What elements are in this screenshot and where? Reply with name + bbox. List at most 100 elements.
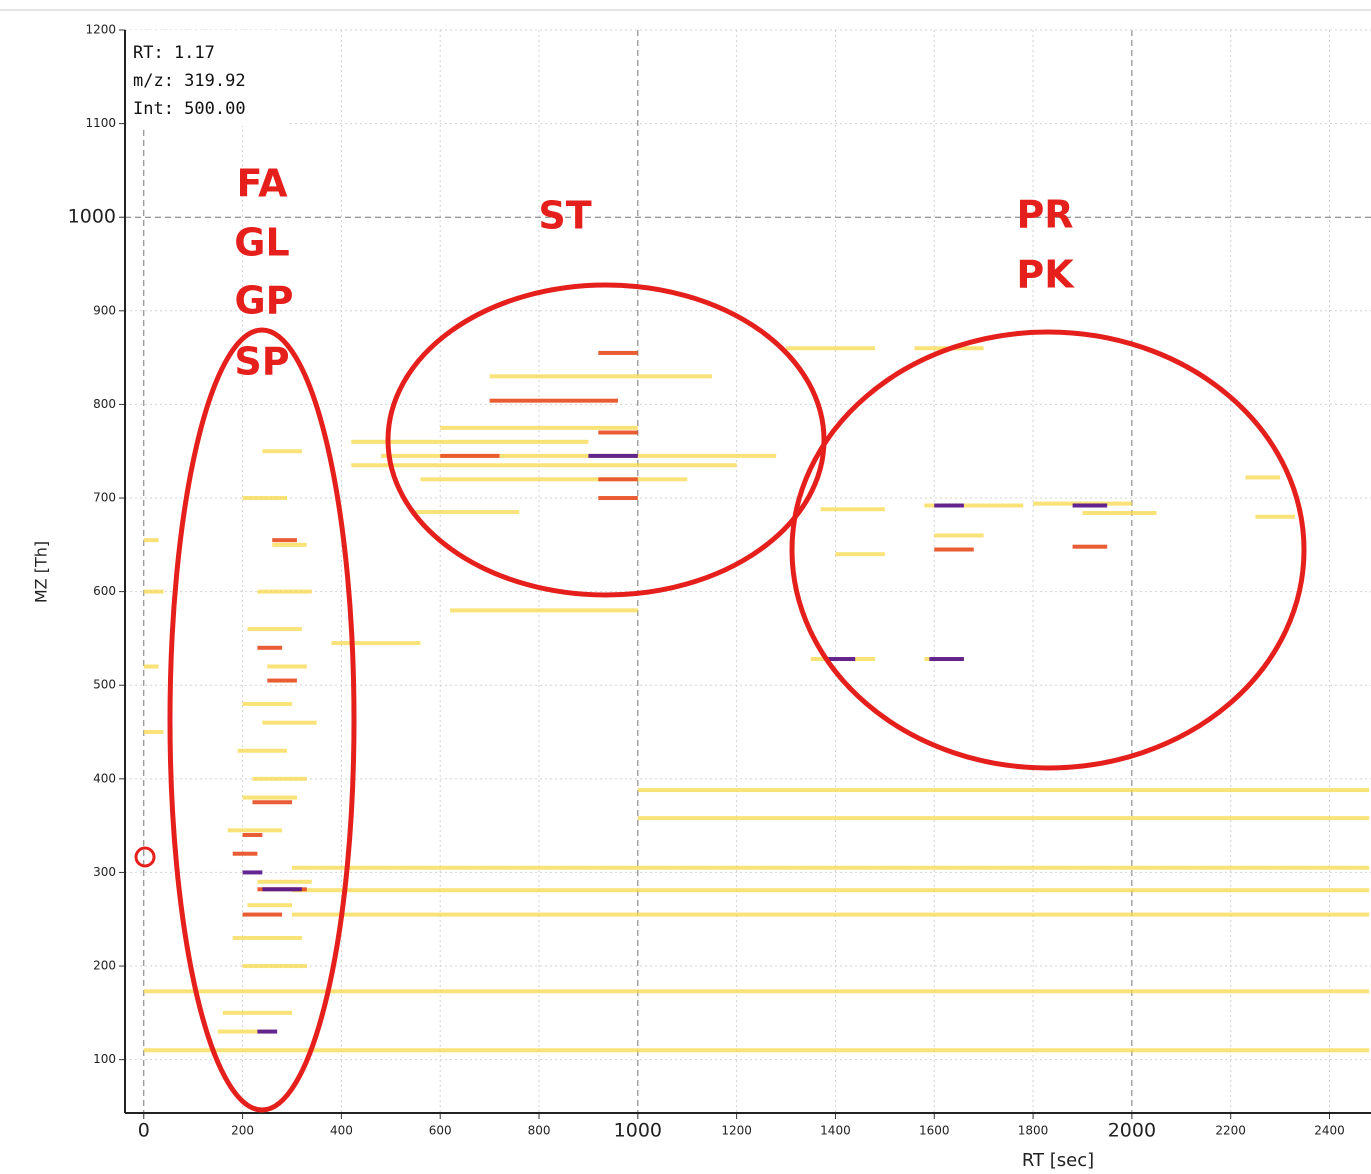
peak-streak [252, 777, 306, 781]
annotation: PR [1016, 193, 1073, 237]
peak-streak [267, 665, 307, 669]
x-tick-label: 1000 [614, 1120, 662, 1142]
peak-streak [934, 548, 974, 552]
x-tick-label: 0 [138, 1120, 150, 1142]
annotation: ST [538, 194, 591, 238]
y-tick-label: 300 [93, 865, 116, 879]
peak-streak [411, 510, 520, 514]
peak-streak [243, 496, 287, 500]
y-tick-label: 1000 [68, 206, 116, 228]
y-tick-label: 1200 [85, 23, 116, 37]
y-tick-label: 700 [93, 491, 116, 505]
x-tick-label: 2000 [1108, 1120, 1156, 1142]
peak-streak [238, 749, 287, 753]
y-tick-label: 400 [93, 771, 116, 785]
peak-streak [1246, 475, 1281, 479]
peak-streak [440, 454, 499, 458]
peak-streak [243, 913, 283, 917]
peak-streak [835, 552, 884, 556]
peak-streak [243, 796, 297, 800]
x-tick-label: 600 [429, 1124, 452, 1138]
y-tick-label: 900 [93, 303, 116, 317]
peak-streak [420, 477, 687, 481]
chart: 0 200 400 600 800 1000 1200 1400 1600 1800 2000 220… [0, 0, 1371, 1174]
peak-streak [351, 463, 736, 467]
peak-streak [257, 1030, 277, 1034]
x-axis-label: RT [sec] [1022, 1150, 1094, 1171]
annotation: GL [234, 221, 289, 265]
x-tick-label: 200 [231, 1124, 254, 1138]
peak-streak [1073, 504, 1108, 508]
y-tick-label: 100 [93, 1052, 116, 1066]
peak-streak [598, 430, 638, 434]
peak-streak [243, 964, 307, 968]
annotation: PK [1016, 253, 1075, 297]
peak-streak [144, 1048, 1369, 1052]
info-line: Int: 500.00 [133, 99, 246, 119]
peak-streak [248, 627, 302, 631]
peak-streak [144, 538, 159, 542]
peak-streak [292, 888, 1369, 892]
peak-streak [786, 346, 875, 350]
y-tick-label: 1100 [85, 116, 116, 130]
y-tick-label: 200 [93, 959, 116, 973]
annotation: SP [234, 340, 289, 384]
info-line: RT: 1.17 [133, 43, 215, 63]
peak-streak [223, 1011, 292, 1015]
peak-streak [144, 665, 159, 669]
y-tick-label: 600 [93, 584, 116, 598]
x-tick-label: 2400 [1314, 1124, 1345, 1138]
peak-streak [1255, 515, 1295, 519]
peak-streak [934, 533, 983, 537]
x-tick-label: 1800 [1018, 1124, 1049, 1138]
peak-streak [934, 504, 964, 508]
annotation: GP [234, 279, 293, 323]
peak-streak [450, 608, 638, 612]
peak-streak [144, 730, 164, 734]
peak-streak [248, 903, 292, 907]
annotation: FA [236, 162, 288, 206]
background [0, 0, 1371, 1174]
peak-streak [262, 887, 302, 891]
x-tick-label: 1600 [919, 1124, 950, 1138]
peak-streak [588, 454, 637, 458]
x-tick-label: 2200 [1215, 1124, 1246, 1138]
peak-streak [332, 641, 421, 645]
peak-streak [638, 788, 1369, 792]
peak-streak [440, 426, 638, 430]
peak-streak [257, 590, 311, 594]
x-tick-label: 400 [330, 1124, 353, 1138]
peak-streak [233, 852, 258, 856]
peak-streak [257, 880, 311, 884]
peak-streak [598, 496, 638, 500]
x-tick-label: 1400 [820, 1124, 851, 1138]
y-axis-label: MZ [Th] [32, 541, 51, 603]
peak-streak [1082, 511, 1156, 515]
x-tick-label: 800 [528, 1124, 551, 1138]
peak-streak [257, 646, 282, 650]
peak-streak [598, 351, 638, 355]
peak-streak [638, 816, 1369, 820]
peak-streak [233, 936, 302, 940]
peak-streak [252, 800, 292, 804]
y-tick-label: 500 [93, 678, 116, 692]
peak-streak [821, 507, 885, 511]
peak-streak [1073, 545, 1108, 549]
info-line: m/z: 319.92 [133, 71, 246, 91]
peak-streak [292, 866, 1369, 870]
peak-streak [262, 449, 302, 453]
peak-streak [243, 702, 292, 706]
peak-streak [272, 538, 297, 542]
peak-streak [490, 374, 712, 378]
peak-streak [243, 870, 263, 874]
peak-streak [144, 590, 164, 594]
peak-streak [929, 657, 964, 661]
y-tick-label: 800 [93, 397, 116, 411]
peak-streak [598, 477, 638, 481]
peak-streak [262, 721, 316, 725]
peak-streak [272, 543, 307, 547]
peak-streak [292, 913, 1369, 917]
peak-streak [243, 833, 263, 837]
x-tick-label: 1200 [721, 1124, 752, 1138]
peak-streak [490, 399, 618, 403]
